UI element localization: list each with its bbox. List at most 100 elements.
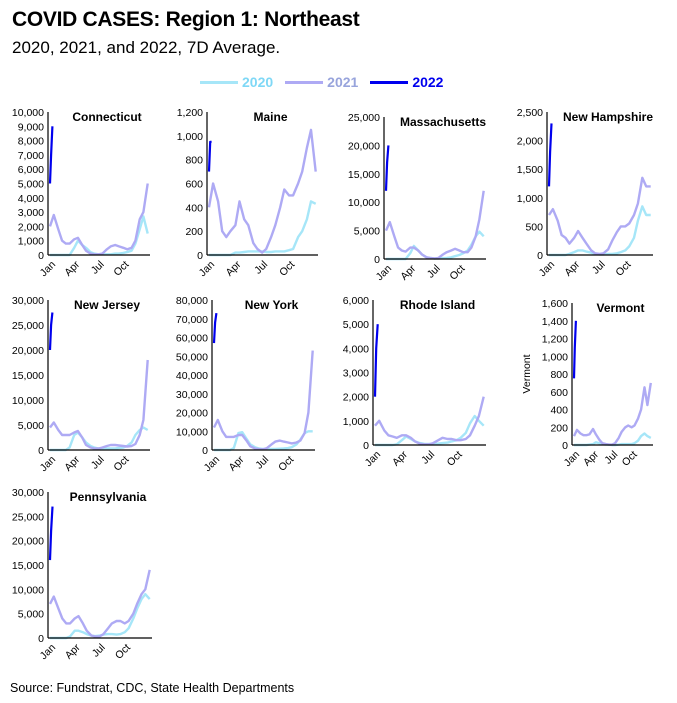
y-tick-label: 15,000 xyxy=(12,560,44,572)
y-tick-label: 1,000 xyxy=(343,416,369,428)
series-line-2021 xyxy=(374,396,485,446)
y-tick-label: 20,000 xyxy=(176,408,208,420)
y-tick-label: 15,000 xyxy=(348,169,380,181)
y-tick-label: 6,000 xyxy=(343,295,369,307)
panel-new-york: 0 10,000 20,000 30,000 40,000 50,000 60,000 70,… xyxy=(176,295,315,474)
y-tick-label: 1,400 xyxy=(542,316,568,328)
y-tick-label: 0 xyxy=(38,250,44,262)
x-tick-label: Jul xyxy=(89,454,107,472)
y-tick-label: 50,000 xyxy=(176,351,208,363)
y-tick-label: 80,000 xyxy=(176,295,208,307)
legend-label: 2020 xyxy=(242,74,274,90)
y-tick-label: 25,000 xyxy=(12,511,44,523)
y-tick-label: 400 xyxy=(550,405,568,417)
x-tick-label: Jul xyxy=(590,259,608,277)
panel-title: Pennsylvania xyxy=(70,490,147,504)
panel-title: New York xyxy=(245,298,299,312)
x-tick-label: Apr xyxy=(223,258,243,278)
x-tick-label: Jul xyxy=(602,449,620,467)
y-axis-label: Vermont xyxy=(521,354,533,393)
y-tick-label: 10,000 xyxy=(12,584,44,596)
y-tick-label: 10,000 xyxy=(348,197,380,209)
series-line-2021 xyxy=(548,176,651,256)
x-tick-label: Apr xyxy=(562,258,582,278)
panel-title: Rhode Island xyxy=(400,298,475,312)
legend-label: 2021 xyxy=(327,74,359,90)
y-tick-label: 20,000 xyxy=(12,536,44,548)
y-tick-label: 30,000 xyxy=(12,295,44,307)
series-line-2022 xyxy=(373,324,379,397)
y-tick-label: 5,000 xyxy=(343,319,369,331)
y-tick-label: 6,000 xyxy=(18,164,44,176)
y-tick-label: 5,000 xyxy=(18,179,44,191)
series-line-2020 xyxy=(375,414,485,447)
series-line-2021 xyxy=(49,359,149,450)
chart-title: COVID CASES: Region 1: Northeast xyxy=(12,8,360,31)
x-tick-label: Jul xyxy=(253,454,271,472)
x-tick-label: Apr xyxy=(581,448,601,468)
y-tick-label: 20,000 xyxy=(12,345,44,357)
series-line-2022 xyxy=(572,320,577,379)
x-tick-label: Apr xyxy=(390,448,410,468)
y-tick-label: 0 xyxy=(197,250,203,262)
y-tick-label: 0 xyxy=(38,633,44,645)
x-tick-label: Jul xyxy=(419,449,437,467)
x-tick-label: Apr xyxy=(398,262,418,282)
series-line-2020 xyxy=(209,200,317,257)
x-tick-label: Jul xyxy=(90,642,108,660)
series-line-2022 xyxy=(48,126,54,184)
y-tick-label: 1,600 xyxy=(542,298,568,310)
y-tick-label: 5,000 xyxy=(18,420,44,432)
series-line-2021 xyxy=(48,183,149,256)
y-tick-label: 5,000 xyxy=(354,226,380,238)
x-tick-label: Apr xyxy=(63,641,83,661)
series-line-2021 xyxy=(572,382,652,446)
x-tick-label: Jul xyxy=(425,263,443,281)
y-tick-label: 500 xyxy=(525,221,543,233)
x-tick-label: Jul xyxy=(252,259,270,277)
y-tick-label: 10,000 xyxy=(176,426,208,438)
y-tick-label: 1,000 xyxy=(18,236,44,248)
y-tick-label: 200 xyxy=(185,226,203,238)
y-tick-label: 1,200 xyxy=(177,107,203,119)
y-tick-label: 9,000 xyxy=(18,121,44,133)
y-tick-label: 4,000 xyxy=(18,193,44,205)
legend-item-2020: 2020 xyxy=(200,74,273,90)
y-tick-label: 3,000 xyxy=(343,368,369,380)
x-tick-label: Apr xyxy=(62,453,82,473)
y-tick-label: 600 xyxy=(185,179,203,191)
y-tick-label: 2,500 xyxy=(517,107,543,119)
series-line-2021 xyxy=(207,128,317,254)
y-tick-label: 0 xyxy=(38,445,44,457)
x-tick-label: Oct xyxy=(277,259,297,279)
y-tick-label: 0 xyxy=(363,440,369,452)
y-tick-label: 0 xyxy=(537,250,543,262)
y-tick-label: 25,000 xyxy=(348,112,380,124)
panel-connecticut: 0 1,000 2,000 3,000 4,000 5,000 6,000 7,000 8,00… xyxy=(12,107,150,279)
y-tick-label: 10,000 xyxy=(12,107,44,119)
source-note: Source: Fundstrat, CDC, State Health Dep… xyxy=(10,681,295,695)
x-tick-label: Oct xyxy=(111,454,131,474)
y-tick-label: 1,200 xyxy=(542,334,568,346)
panel-title: New Hampshire xyxy=(563,110,653,124)
y-tick-label: 1,000 xyxy=(517,193,543,205)
x-tick-label: Apr xyxy=(62,258,82,278)
y-tick-label: 15,000 xyxy=(12,370,44,382)
x-tick-label: Oct xyxy=(445,449,465,469)
series-line-2022 xyxy=(384,145,390,191)
panel-title: Connecticut xyxy=(72,110,141,124)
y-tick-label: 25,000 xyxy=(12,320,44,332)
x-tick-label: Oct xyxy=(447,263,467,283)
y-tick-label: 5,000 xyxy=(18,609,44,621)
x-tick-label: Oct xyxy=(613,259,633,279)
y-tick-label: 2,000 xyxy=(343,392,369,404)
legend-item-2021: 2021 xyxy=(285,74,358,90)
y-tick-label: 600 xyxy=(550,387,568,399)
